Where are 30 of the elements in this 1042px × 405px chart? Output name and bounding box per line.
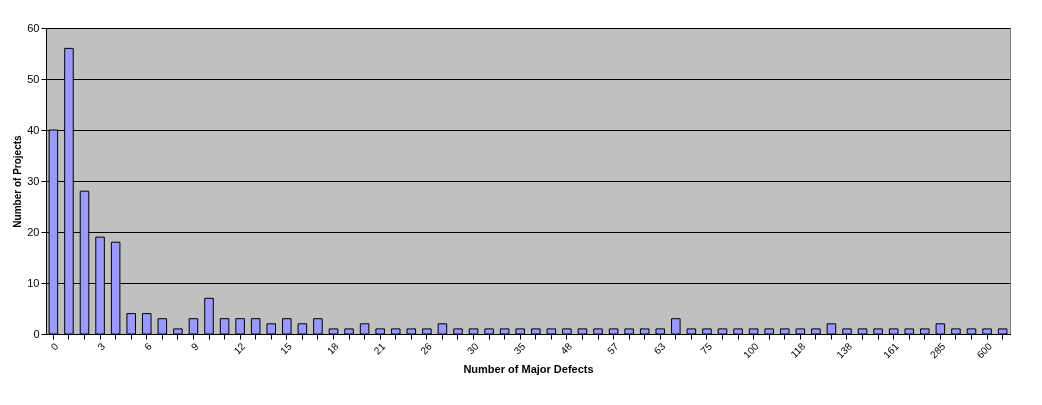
x-tick-label: 6 — [142, 340, 155, 353]
x-tick-label: 48 — [558, 340, 575, 357]
x-tick-label: 35 — [511, 340, 528, 357]
x-tick-label: 118 — [788, 340, 808, 360]
x-tick-label: 26 — [418, 340, 435, 357]
x-axis-title: Number of Major Defects — [463, 363, 594, 376]
y-tick-label: 40 — [27, 123, 40, 136]
x-tick-label: 600 — [974, 340, 995, 361]
x-tick-label: 57 — [605, 340, 621, 357]
x-tick-label: 100 — [741, 340, 762, 361]
x-tick-label: 21 — [371, 340, 388, 357]
y-tick-label: 50 — [27, 72, 40, 85]
x-tick-label: 12 — [231, 340, 248, 357]
x-tick-label: 161 — [881, 340, 902, 361]
x-tick-label: 3 — [95, 340, 108, 353]
x-tick-label: 30 — [464, 340, 481, 357]
y-tick-label: 30 — [27, 174, 40, 187]
y-tick-label: 0 — [33, 327, 40, 340]
x-tick-label: 9 — [188, 340, 201, 353]
x-tick-label: 285 — [927, 340, 948, 361]
y-tick-label: 60 — [27, 21, 40, 34]
x-tick-label: 18 — [324, 340, 341, 357]
y-tick-label: 20 — [27, 225, 40, 238]
y-tick-label: 10 — [27, 276, 40, 289]
x-tick-label: 0 — [48, 340, 61, 353]
x-tick-label: 15 — [278, 340, 295, 357]
y-axis-title: Number of Projects — [12, 134, 24, 228]
x-tick-label: 138 — [834, 340, 855, 361]
x-tick-label: 75 — [698, 340, 715, 357]
x-tick-label: 63 — [651, 340, 668, 357]
